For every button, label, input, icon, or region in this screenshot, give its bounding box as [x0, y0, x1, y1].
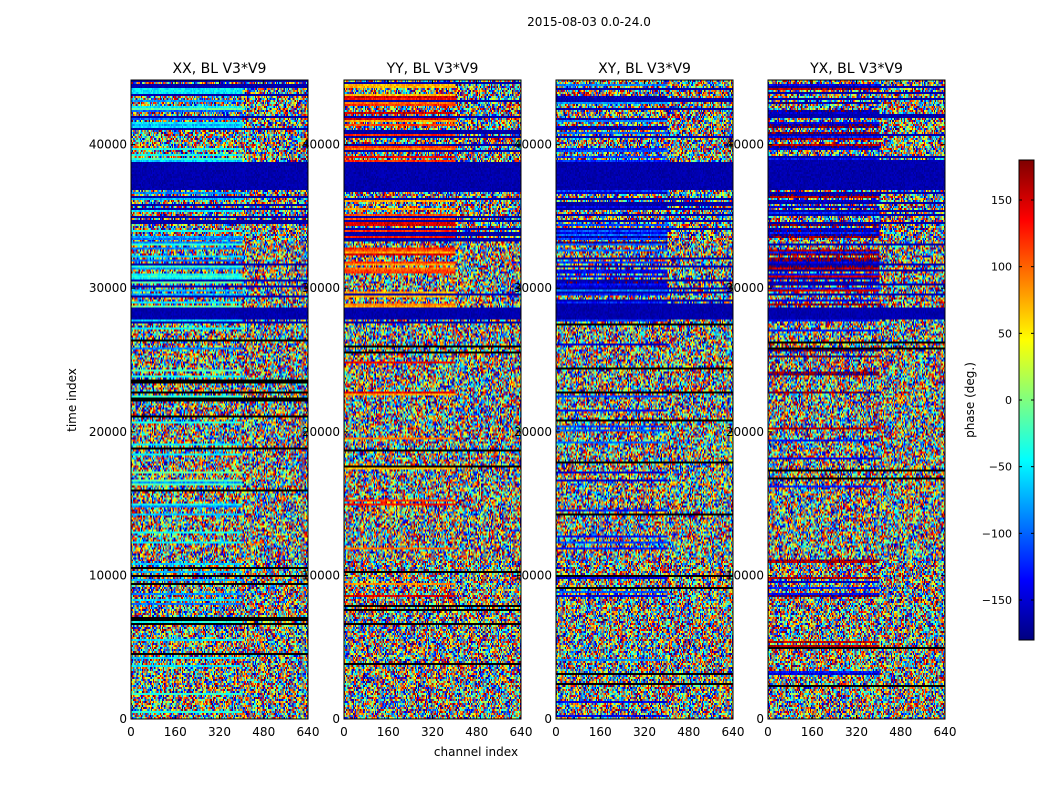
colorbar-ticks: 150 100 50 0 −50 −100 −150 [982, 194, 1034, 607]
phase-heatmap [768, 80, 945, 719]
y-tick-label: 20000 [726, 425, 764, 439]
y-tick-label: 20000 [514, 425, 552, 439]
panel-title: XX, BL V3*V9 [173, 61, 267, 77]
x-tick-label: 640 [722, 725, 745, 739]
y-tick-label: 40000 [514, 138, 552, 152]
panels-layer: XX, BL V3*V9 0 160 320 480 640 0 10000 20000 3000… [89, 61, 957, 739]
x-tick-label: 160 [164, 725, 187, 739]
x-tick-label: 320 [845, 725, 868, 739]
x-tick-label: 640 [934, 725, 957, 739]
colorbar-tick-label: 100 [991, 261, 1012, 274]
panel-1: XX, BL V3*V9 0 160 320 480 640 0 10000 20000 3000… [89, 61, 320, 739]
y-tick-label: 30000 [89, 281, 127, 295]
figure-suptitle: 2015-08-03 0.0-24.0 [527, 15, 651, 29]
x-axis-label: channel index [434, 745, 518, 759]
y-axis-label: time index [65, 368, 79, 432]
y-tick-label: 10000 [726, 568, 764, 582]
y-tick-label: 40000 [302, 138, 340, 152]
x-tick-label: 480 [465, 725, 488, 739]
x-tick-label: 0 [552, 725, 560, 739]
x-tick-label: 160 [801, 725, 824, 739]
colorbar-tick-label: 150 [991, 194, 1012, 207]
panel-3: XY, BL V3*V9 0 160 320 480 640 0 10000 20000 3000… [514, 61, 745, 739]
y-tick-label: 20000 [302, 425, 340, 439]
colorbar-tick-label: 0 [1005, 394, 1012, 407]
x-tick-label: 0 [127, 725, 135, 739]
y-tick-label: 20000 [89, 425, 127, 439]
y-tick-label: 10000 [302, 568, 340, 582]
phase-heatmap [131, 80, 308, 719]
x-tick-label: 320 [633, 725, 656, 739]
y-tick-label: 10000 [514, 568, 552, 582]
phase-heatmap [344, 80, 521, 719]
colorbar-tick-label: −50 [989, 461, 1012, 474]
y-tick-label: 30000 [726, 281, 764, 295]
colorbar-label: phase (deg.) [963, 362, 977, 438]
x-tick-label: 0 [340, 725, 348, 739]
x-tick-label: 480 [252, 725, 275, 739]
panel-title: YY, BL V3*V9 [386, 61, 479, 77]
panel-title: YX, BL V3*V9 [809, 61, 903, 77]
colorbar-tick-label: −150 [982, 594, 1012, 607]
colorbar-tick-label: 50 [998, 327, 1012, 340]
x-tick-label: 160 [377, 725, 400, 739]
y-tick-label: 30000 [302, 281, 340, 295]
panel-2: YY, BL V3*V9 0 160 320 480 640 0 10000 20000 3000… [302, 61, 533, 739]
x-tick-label: 640 [297, 725, 320, 739]
x-tick-label: 320 [208, 725, 231, 739]
y-tick-label: 30000 [514, 281, 552, 295]
y-tick-label: 0 [756, 712, 764, 726]
y-tick-label: 0 [119, 712, 127, 726]
y-tick-label: 0 [332, 712, 340, 726]
x-tick-label: 0 [764, 725, 772, 739]
colorbar: 150 100 50 0 −50 −100 −150 phase (deg.) [963, 159, 1035, 641]
phase-heatmap [556, 80, 733, 719]
y-tick-label: 0 [544, 712, 552, 726]
x-tick-label: 320 [421, 725, 444, 739]
x-tick-label: 480 [677, 725, 700, 739]
y-tick-label: 40000 [89, 138, 127, 152]
panel-title: XY, BL V3*V9 [598, 61, 691, 77]
y-tick-label: 10000 [89, 568, 127, 582]
colorbar-tick-label: −100 [982, 527, 1012, 540]
panel-4: YX, BL V3*V9 0 160 320 480 640 0 10000 20000 3000… [726, 61, 957, 739]
x-tick-label: 480 [889, 725, 912, 739]
x-tick-label: 640 [510, 725, 533, 739]
x-tick-label: 160 [589, 725, 612, 739]
y-tick-label: 40000 [726, 138, 764, 152]
